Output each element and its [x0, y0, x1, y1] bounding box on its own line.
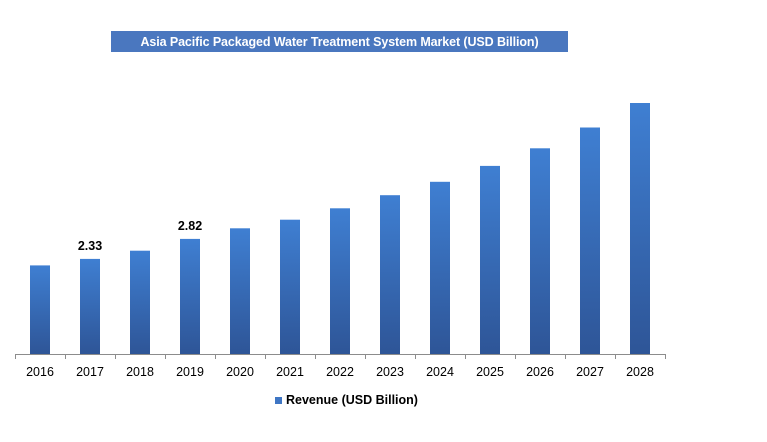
- chart-title-banner: Asia Pacific Packaged Water Treatment Sy…: [111, 31, 568, 52]
- bar-2023: [380, 195, 400, 354]
- x-tick-label: 2022: [326, 365, 354, 379]
- bar-2016: [30, 265, 50, 354]
- x-tick-label: 2023: [376, 365, 404, 379]
- bar-2021: [280, 219, 300, 354]
- legend-label: Revenue (USD Billion): [286, 393, 418, 407]
- bar-2019: [180, 238, 200, 354]
- x-tick-label: 2028: [626, 365, 654, 379]
- data-label: 2.33: [78, 239, 102, 253]
- bar-2022: [330, 208, 350, 354]
- x-tick-label: 2024: [426, 365, 454, 379]
- x-tick-label: 2021: [276, 365, 304, 379]
- x-tick-label: 2016: [26, 365, 54, 379]
- bar-2020: [230, 228, 250, 354]
- legend: Revenue (USD Billion): [275, 393, 418, 407]
- chart-title: Asia Pacific Packaged Water Treatment Sy…: [140, 34, 539, 49]
- x-tick-label: 2026: [526, 365, 554, 379]
- data-label: 2.82: [178, 219, 202, 233]
- bar-2028: [630, 103, 650, 354]
- bar-2025: [480, 165, 500, 354]
- x-tick-label: 2019: [176, 365, 204, 379]
- x-tick-label: 2018: [126, 365, 154, 379]
- x-tick-label: 2025: [476, 365, 504, 379]
- x-tick-label: 2027: [576, 365, 604, 379]
- bar-2027: [580, 127, 600, 354]
- legend-swatch: [275, 396, 282, 404]
- bar-2026: [530, 148, 550, 354]
- bar-2017: [80, 258, 100, 354]
- bar-2024: [430, 181, 450, 354]
- x-tick-label: 2020: [226, 365, 254, 379]
- x-tick-label: 2017: [76, 365, 104, 379]
- bar-2018: [130, 250, 150, 354]
